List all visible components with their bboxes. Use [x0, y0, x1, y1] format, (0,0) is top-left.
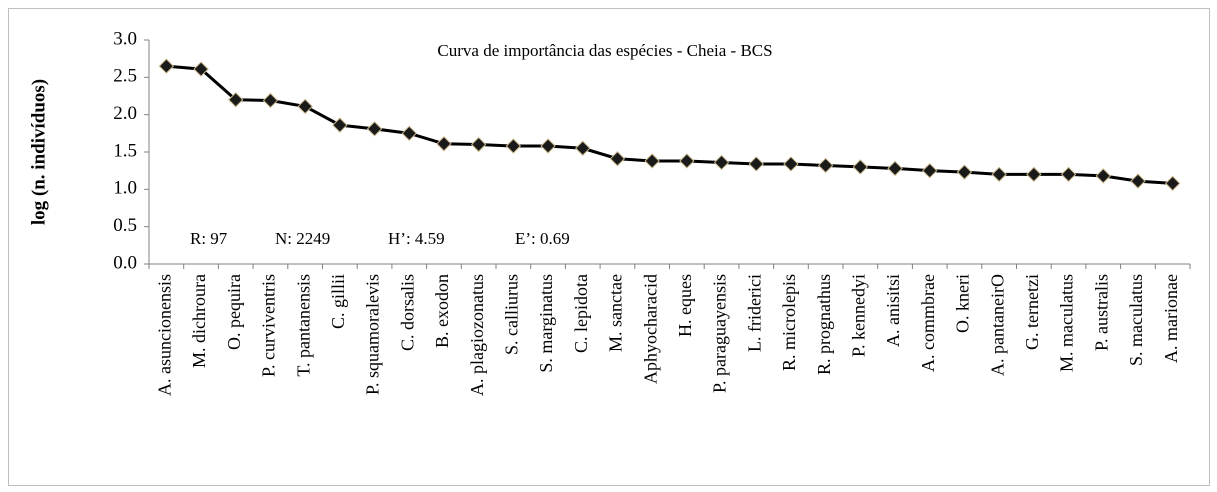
marker	[713, 154, 730, 171]
x-tick-label: A. asuncionensis	[154, 274, 174, 396]
x-tick-label: C. dorsalis	[397, 274, 417, 351]
marker	[1026, 166, 1042, 183]
x-tick-label: G. ternetzi	[1022, 274, 1042, 350]
x-tick-label: L. friderici	[744, 274, 764, 352]
marker	[679, 153, 695, 169]
marker	[609, 151, 626, 167]
x-tick-label: A. anisitsi	[883, 274, 903, 347]
x-tick-label: A. commbrae	[918, 274, 938, 372]
marker	[1130, 173, 1146, 189]
marker	[193, 61, 209, 77]
x-tick-label: P. paraguayensis	[710, 274, 730, 393]
y-tick-label: 3.0	[113, 28, 137, 49]
marker	[470, 136, 487, 153]
marker	[540, 138, 556, 154]
marker	[852, 159, 869, 175]
marker	[644, 153, 660, 169]
y-tick-label: 2.0	[113, 103, 137, 124]
marker	[1095, 168, 1111, 184]
x-tick-label: M. maculatus	[1057, 274, 1077, 372]
y-tick-label: 0.5	[113, 215, 137, 236]
x-tick-label: Aphyocharacid	[640, 274, 660, 384]
x-tick-label: S. calliurus	[501, 274, 521, 355]
x-tick-label: S. marginatus	[536, 274, 556, 373]
marker	[887, 160, 903, 177]
marker	[505, 138, 522, 154]
annotation: N: 2249	[275, 229, 330, 248]
marker	[436, 136, 452, 152]
y-tick-label: 0.0	[113, 252, 137, 273]
x-tick-label: O. pequira	[224, 274, 244, 350]
y-tick-label: 1.0	[113, 178, 137, 199]
x-tick-label: M. sanctae	[606, 274, 626, 352]
marker	[783, 156, 799, 172]
marker	[401, 125, 417, 142]
x-tick-label: P. curviventris	[259, 274, 279, 377]
chart-title: Curva de importância das espécies - Chei…	[437, 41, 772, 60]
x-tick-label: C. lepidota	[571, 274, 591, 353]
x-tick-label: P. australis	[1091, 274, 1111, 351]
x-tick-label: B. exodon	[432, 274, 452, 348]
x-tick-label: M. dichroura	[189, 274, 209, 368]
marker	[1164, 175, 1181, 192]
marker	[262, 92, 279, 109]
y-tick-label: 1.5	[113, 140, 137, 161]
marker	[332, 117, 348, 133]
x-tick-label: A. pantaneirO	[987, 274, 1007, 376]
x-tick-label: P. kennedyi	[848, 274, 868, 357]
x-tick-label: R. prognathus	[814, 274, 834, 375]
x-tick-label: A. marionae	[1161, 274, 1181, 363]
marker	[922, 162, 938, 179]
x-tick-label: R. microlepis	[779, 274, 799, 371]
marker	[817, 157, 834, 174]
chart-border	[8, 8, 1210, 486]
marker	[575, 140, 591, 156]
marker	[228, 92, 244, 108]
marker	[991, 166, 1007, 183]
annotation: H’: 4.59	[388, 229, 445, 248]
marker	[366, 121, 383, 137]
x-tick-label: T. pantanensis	[293, 274, 313, 377]
x-tick-label: C. gillii	[328, 274, 348, 329]
x-tick-label: O. kneri	[953, 274, 973, 333]
x-tick-label: H. eques	[675, 274, 695, 337]
marker	[1060, 166, 1077, 183]
x-tick-label: S. maculatus	[1126, 274, 1146, 366]
x-tick-label: P. squamoralevis	[363, 274, 383, 395]
marker	[748, 156, 764, 172]
annotation: E’: 0.69	[515, 229, 570, 248]
marker	[956, 164, 973, 180]
marker	[297, 98, 313, 115]
y-axis-label: log (n. indivíduos)	[28, 79, 49, 225]
x-tick-label: A. plagiozonatus	[467, 274, 487, 396]
annotation: R: 97	[190, 229, 228, 248]
marker	[158, 58, 175, 74]
y-tick-label: 2.5	[113, 66, 137, 87]
